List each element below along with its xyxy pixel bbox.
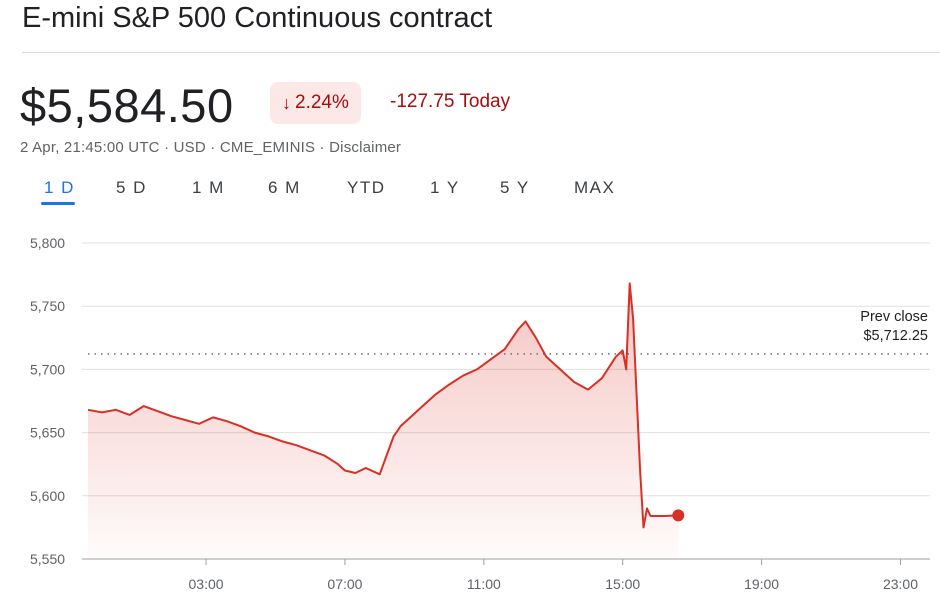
tab-5y[interactable]: 5 Y <box>500 178 530 197</box>
tab-1m[interactable]: 1 M <box>192 178 225 197</box>
active-tab-indicator <box>41 202 75 205</box>
prev-close-value: $5,712.25 <box>863 328 928 344</box>
series-area <box>88 283 679 559</box>
x-tick-label: 15:00 <box>605 576 640 592</box>
change-today: -127.75 Today <box>390 91 511 112</box>
prev-close-label: Prev close $5,712.25 <box>860 308 928 346</box>
tab-max[interactable]: MAX <box>574 178 616 197</box>
y-tick-label: 5,650 <box>30 425 65 441</box>
tab-6m[interactable]: 6 M <box>268 178 301 197</box>
range-tabs: 1 D 5 D 1 M 6 M YTD 1 Y 5 Y MAX <box>0 178 700 208</box>
x-tick-label: 07:00 <box>327 576 362 592</box>
page-title: E-mini S&P 500 Continuous contract <box>22 2 493 34</box>
tab-1d[interactable]: 1 D <box>44 178 75 197</box>
y-tick-label: 5,700 <box>30 361 65 377</box>
y-tick-label: 5,550 <box>30 551 65 567</box>
x-tick-label: 23:00 <box>883 576 918 592</box>
y-tick-label: 5,800 <box>30 235 65 251</box>
current-price: $5,584.50 <box>20 79 234 132</box>
percent-change-badge: ↓ 2.24% <box>270 82 361 124</box>
x-tick-label: 11:00 <box>467 576 501 592</box>
title-divider <box>22 52 940 53</box>
x-tick-label: 03:00 <box>189 576 224 592</box>
tab-5d[interactable]: 5 D <box>116 178 147 197</box>
y-tick-label: 5,750 <box>30 298 65 314</box>
tab-ytd[interactable]: YTD <box>347 178 386 197</box>
series-line <box>87 282 679 529</box>
price-chart[interactable]: 5,550 5,600 5,650 5,700 5,750 5,800 03:00 07:00… <box>0 225 940 612</box>
arrow-down-icon: ↓ <box>282 92 291 113</box>
y-tick-label: 5,600 <box>30 488 65 504</box>
x-tick-label: 19:00 <box>744 576 779 592</box>
percent-change-value: 2.24% <box>295 92 349 113</box>
prev-close-title: Prev close <box>860 309 928 325</box>
tab-1y[interactable]: 1 Y <box>430 178 460 197</box>
quote-meta: 2 Apr, 21:45:00 UTC · USD · CME_EMINIS ·… <box>20 139 402 156</box>
current-price-point <box>672 509 685 522</box>
